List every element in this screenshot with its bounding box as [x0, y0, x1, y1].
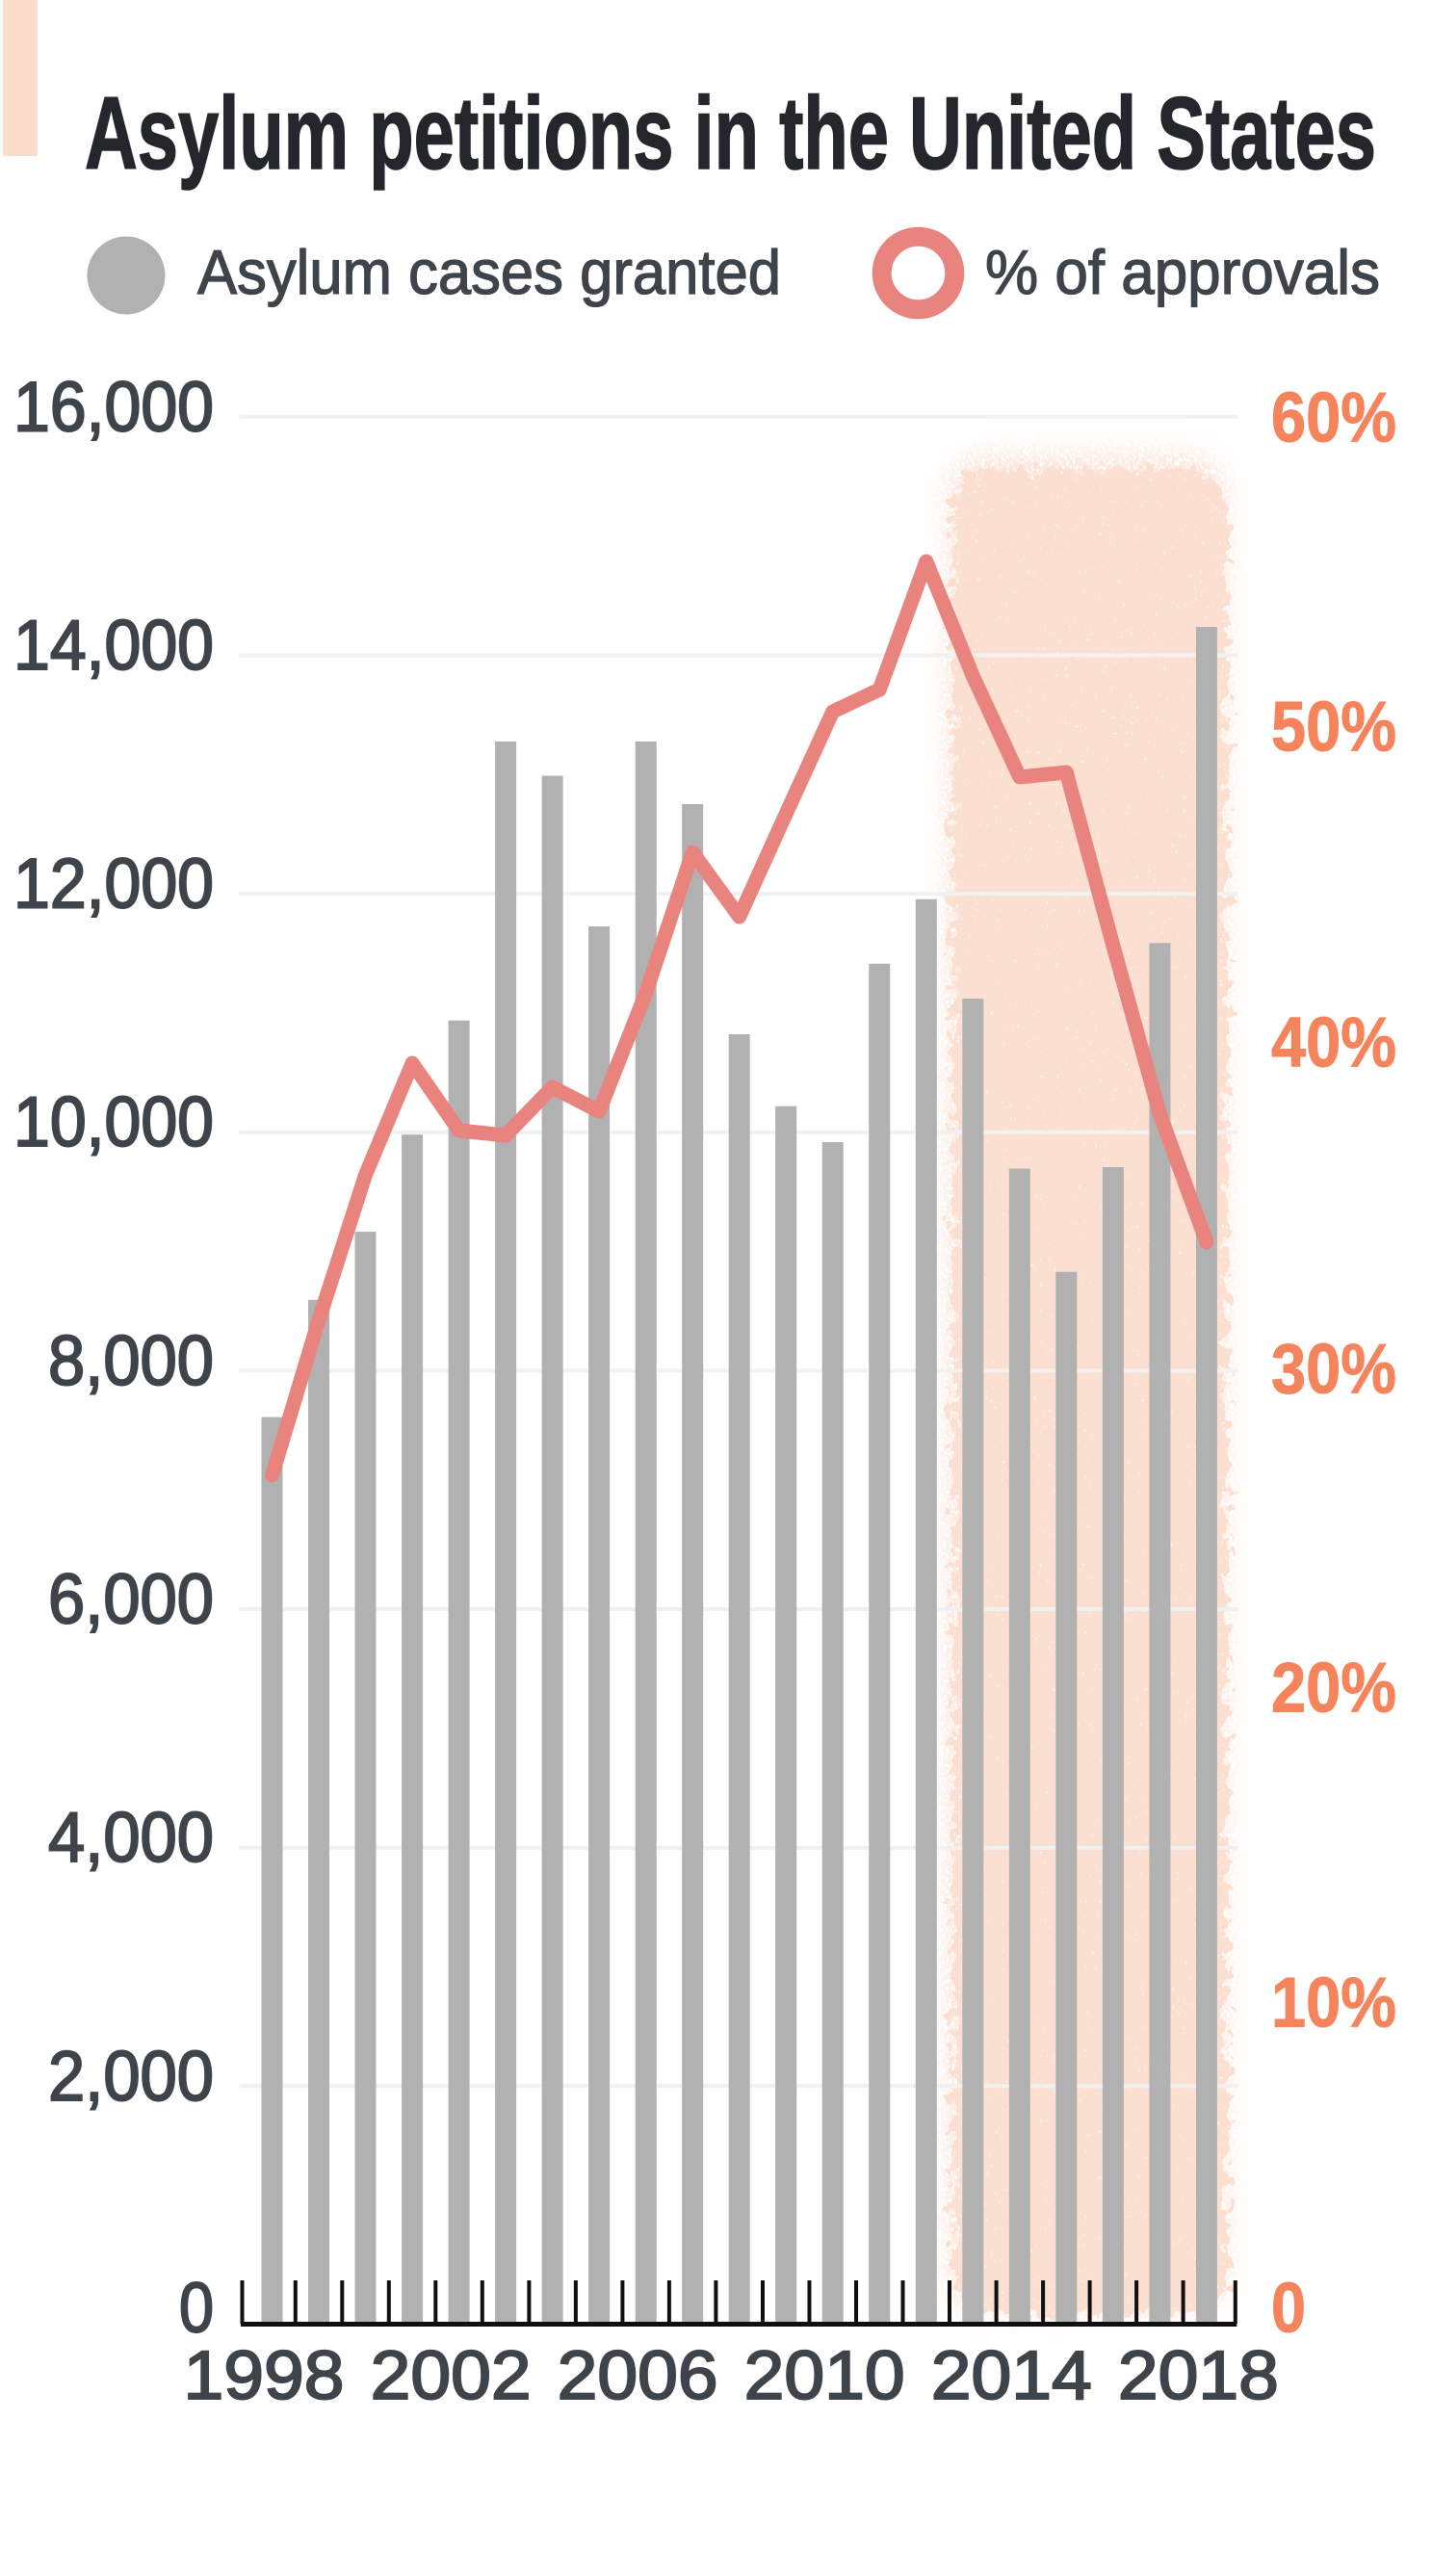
svg-text:6,000: 6,000: [48, 1561, 214, 1639]
svg-text:4,000: 4,000: [48, 1799, 214, 1877]
svg-text:10,000: 10,000: [13, 1083, 214, 1161]
svg-text:2,000: 2,000: [48, 2038, 214, 2116]
svg-text:Asylum petitions in the United: Asylum petitions in the United States: [85, 75, 1376, 191]
svg-text:50%: 50%: [1271, 689, 1396, 767]
svg-text:2006: 2006: [558, 2338, 718, 2414]
svg-text:8,000: 8,000: [48, 1322, 214, 1400]
svg-text:16,000: 16,000: [13, 368, 214, 446]
svg-text:1998: 1998: [184, 2338, 345, 2414]
svg-text:10%: 10%: [1271, 1965, 1396, 2043]
svg-text:2014: 2014: [931, 2338, 1092, 2414]
svg-text:2002: 2002: [371, 2338, 532, 2414]
svg-text:% of approvals: % of approvals: [985, 237, 1380, 307]
svg-text:0: 0: [179, 2270, 214, 2348]
svg-text:12,000: 12,000: [13, 846, 214, 924]
svg-text:0: 0: [1271, 2270, 1306, 2348]
svg-text:2018: 2018: [1118, 2338, 1279, 2414]
svg-text:2010: 2010: [744, 2338, 905, 2414]
svg-text:60%: 60%: [1271, 379, 1396, 457]
svg-text:Asylum cases granted: Asylum cases granted: [197, 237, 781, 307]
svg-text:40%: 40%: [1271, 1004, 1396, 1082]
svg-text:14,000: 14,000: [13, 607, 214, 685]
svg-text:20%: 20%: [1271, 1650, 1396, 1728]
svg-text:30%: 30%: [1271, 1331, 1396, 1409]
